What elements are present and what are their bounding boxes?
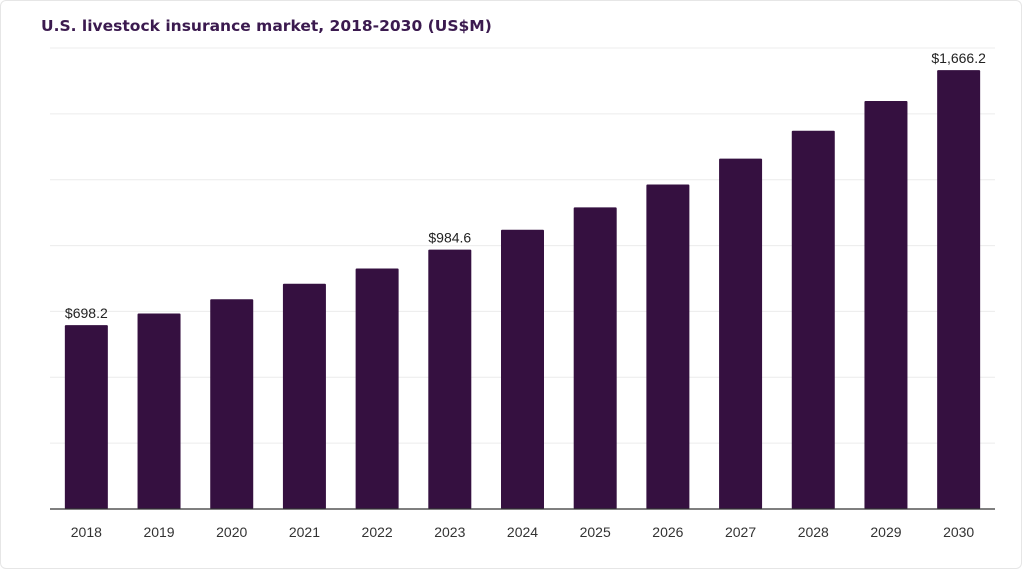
x-tick-label: 2019 (143, 524, 174, 540)
data-label-2023: $984.6 (428, 230, 471, 246)
x-tick-label: 2022 (362, 524, 393, 540)
bar-2028 (791, 130, 835, 510)
x-tick-label: 2027 (725, 524, 756, 540)
data-labels: $698.2 $984.6 $1,666.2 (65, 50, 986, 321)
bar-2030 (937, 70, 981, 509)
x-axis-ticks: 2018 2019 2020 2021 2022 2023 2024 2025 2026 2027… (71, 524, 975, 540)
bar-2026 (646, 184, 690, 509)
bar-2029 (864, 100, 908, 509)
bar-2020 (210, 299, 254, 509)
data-label-2030: $1,666.2 (931, 50, 986, 66)
chart-title: U.S. livestock insurance market, 2018-20… (41, 17, 492, 35)
x-tick-label: 2021 (289, 524, 320, 540)
x-tick-label: 2026 (652, 524, 683, 540)
x-tick-label: 2024 (507, 524, 538, 540)
data-label-2018: $698.2 (65, 305, 108, 321)
x-tick-label: 2029 (870, 524, 901, 540)
x-tick-label: 2020 (216, 524, 247, 540)
bar-2018 (64, 325, 108, 509)
x-tick-label: 2028 (798, 524, 829, 540)
bar-2025 (573, 207, 617, 510)
x-tick-label: 2018 (71, 524, 102, 540)
bar-2024 (501, 229, 544, 509)
bar-2019 (137, 313, 181, 509)
bar-2022 (355, 268, 399, 509)
x-tick-label: 2025 (580, 524, 611, 540)
x-tick-label: 2023 (434, 524, 465, 540)
bar-2021 (282, 283, 326, 509)
bars (64, 70, 981, 510)
x-tick-label: 2030 (943, 524, 974, 540)
bar-2027 (719, 158, 763, 509)
bar-2023 (428, 249, 472, 509)
